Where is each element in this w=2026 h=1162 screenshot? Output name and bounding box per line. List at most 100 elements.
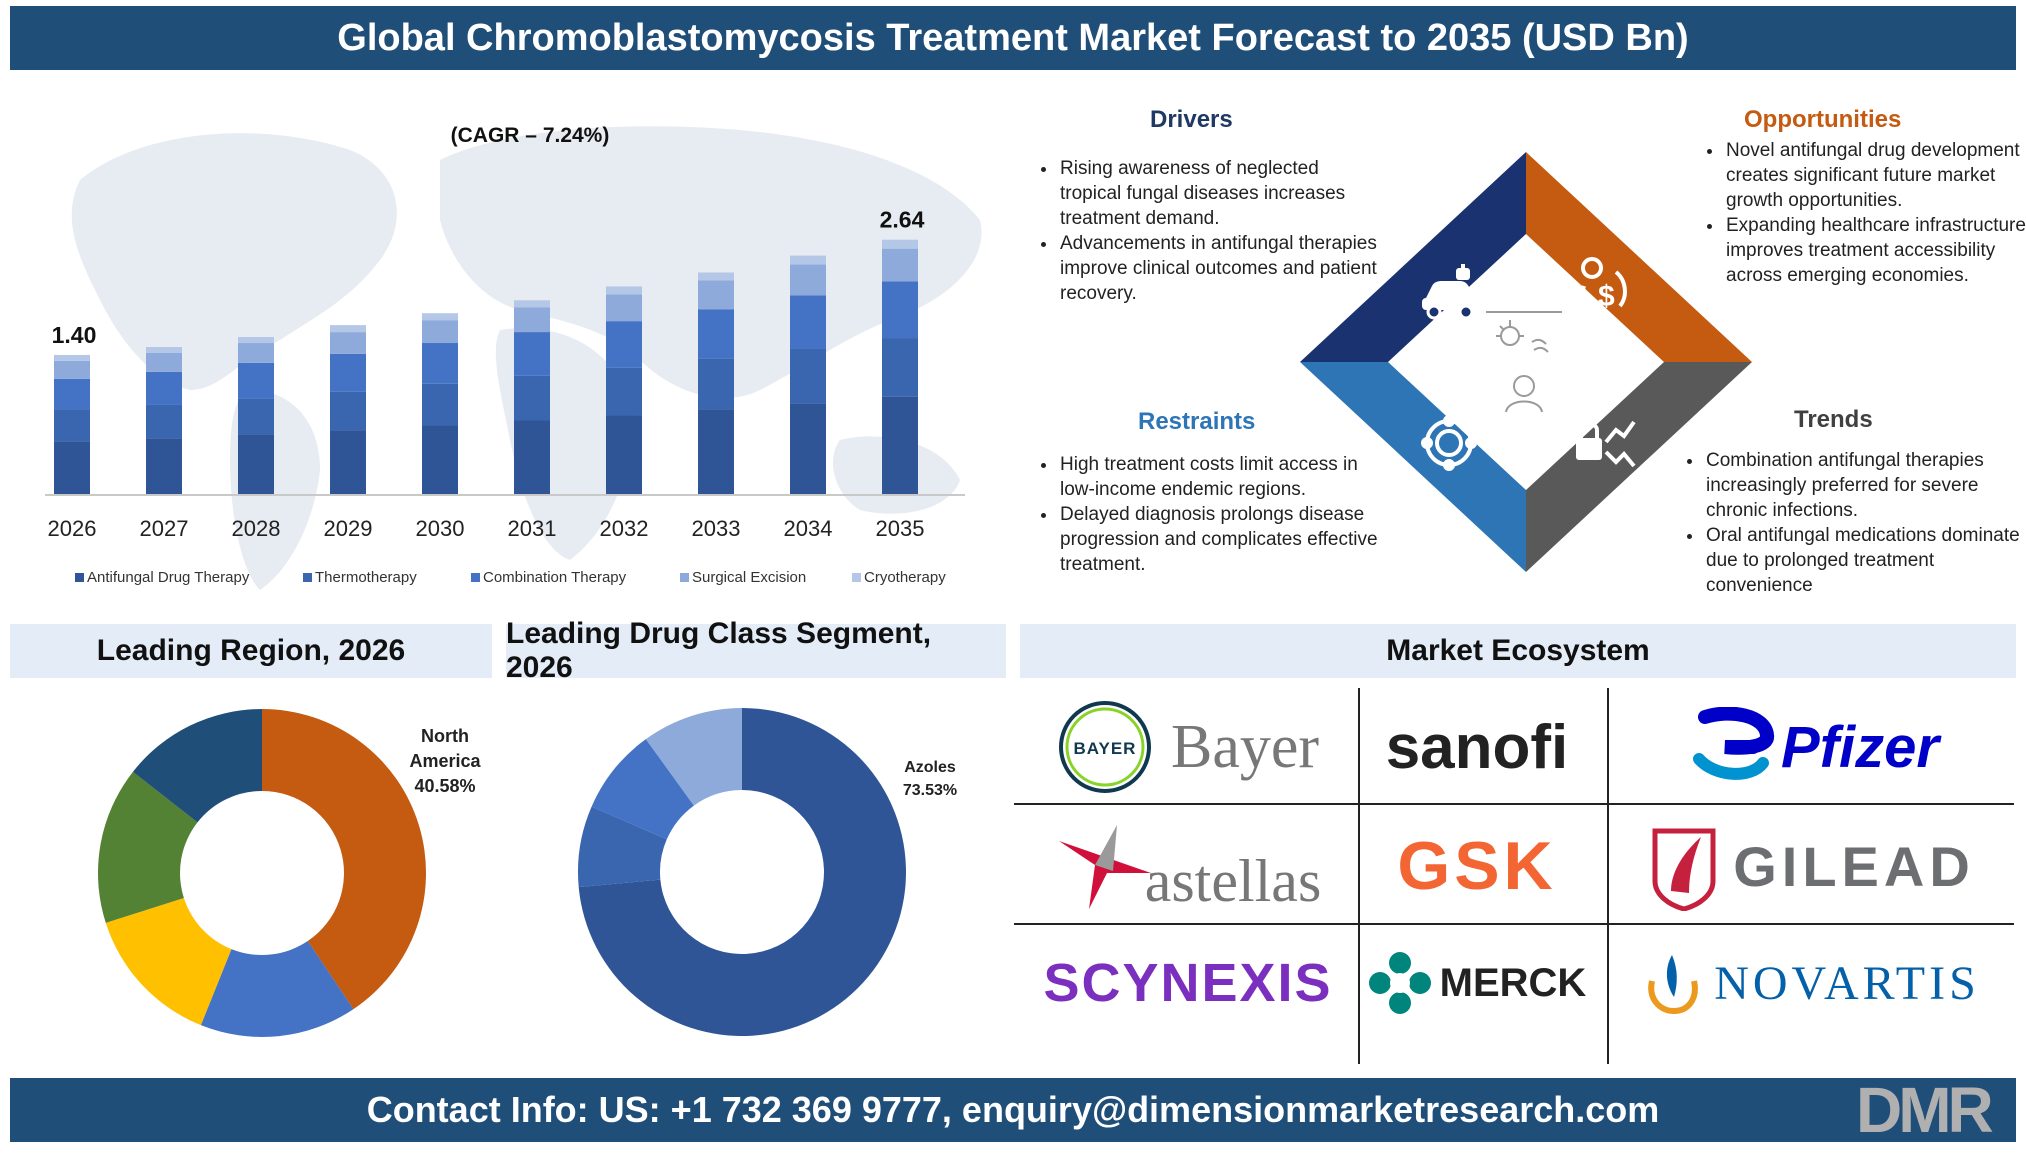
bar-segment-2 (54, 409, 90, 442)
trends-list: Combination antifungal therapies increas… (1676, 448, 2026, 598)
bar-segment-5 (54, 354, 90, 361)
gsk-logo: GSK (1362, 808, 1592, 924)
trends-title: Trends (1794, 406, 1873, 433)
legend-swatch (303, 573, 312, 582)
novartis-logo: NOVARTIS (1612, 928, 2012, 1038)
bar-segment-1 (330, 430, 366, 494)
contact-footer: Contact Info: US: +1 732 369 9777, enqui… (10, 1078, 2016, 1142)
bar-segment-1 (790, 403, 826, 494)
bar-segment-5 (698, 272, 734, 281)
region-label-line1: North (421, 726, 469, 746)
merck-wordmark: MERCK (1439, 960, 1587, 1005)
bar-segment-4 (330, 332, 366, 354)
ecosystem-grid-lines (1014, 688, 2014, 1064)
bayer-logo: BAYER Bayer (1020, 692, 1356, 802)
donut-slice-1 (578, 708, 906, 1036)
x-tick-label: 2027 (140, 516, 189, 541)
drug-class-label-name: Azoles (904, 759, 956, 776)
region-donut-chart (98, 709, 426, 1037)
bar-segment-1 (514, 420, 550, 494)
bar-segment-4 (514, 307, 550, 333)
dollar-cycle-icon: $ (1580, 257, 1627, 316)
x-tick-label: 2028 (232, 516, 281, 541)
gilead-logo: GILEAD (1612, 808, 2012, 924)
svg-text:$: $ (1598, 280, 1615, 313)
bar-segment-1 (54, 441, 90, 494)
region-section-title: Leading Region, 2026 (10, 624, 492, 678)
market-dynamics-diamond: $ (1300, 152, 1752, 572)
bar-segment-4 (882, 248, 918, 282)
donut-slice-2 (578, 806, 667, 888)
drug-class-label-value: 73.53% (902, 782, 958, 799)
bar-segment-1 (422, 425, 458, 494)
legend-label: Surgical Excision (692, 569, 806, 586)
bar-segment-3 (54, 378, 90, 410)
legend-item: Combination Therapy (471, 569, 627, 586)
bar-segment-4 (422, 320, 458, 344)
bar-segment-4 (698, 280, 734, 310)
sanofi-wordmark: sanofi (1385, 712, 1569, 782)
restraints-item: Delayed diagnosis prolongs disease progr… (1058, 502, 1378, 577)
lock-trend-icon (1576, 420, 1636, 468)
scynexis-wordmark: SCYNEXIS (1043, 953, 1333, 1013)
merck-logo: MERCK (1362, 928, 1592, 1038)
x-tick-label: 2026 (48, 516, 97, 541)
astellas-logo: astellas (1020, 808, 1356, 924)
scientist-icon (1486, 311, 1562, 413)
bayer-wordmark: Bayer (1170, 712, 1320, 781)
donut-slice-1 (262, 709, 426, 1010)
bar-segment-3 (238, 362, 274, 399)
bar-segment-5 (514, 300, 550, 308)
bar-segment-2 (882, 338, 918, 397)
bar-total-label: 1.40 (52, 322, 97, 348)
bar-segment-3 (422, 343, 458, 384)
diamond-quadrant-opportunities (1526, 152, 1752, 362)
x-tick-label: 2034 (784, 516, 833, 541)
bar-segment-1 (698, 409, 734, 494)
dmr-logo: DMR (1856, 1074, 1994, 1146)
bar-segment-1 (146, 438, 182, 494)
pfizer-mark-icon (1693, 707, 1774, 780)
region-label-value: 40.58% (414, 776, 476, 796)
bar-segment-4 (146, 352, 182, 372)
donut-slice-4 (98, 771, 198, 923)
donut-slice-3 (105, 897, 232, 1026)
bar-segment-5 (238, 337, 274, 344)
bar-segment-2 (790, 348, 826, 404)
scynexis-logo: SCYNEXIS (1020, 928, 1356, 1038)
legend-swatch (680, 573, 689, 582)
world-map-background (71, 126, 982, 590)
diamond-quadrant-drivers (1300, 152, 1526, 362)
legend-label: Antifungal Drug Therapy (87, 569, 250, 586)
x-tick-label: 2029 (324, 516, 373, 541)
legend-swatch (852, 573, 861, 582)
bar-segment-2 (698, 358, 734, 410)
opportunities-list: Novel antifungal drug development create… (1696, 138, 2026, 288)
bar-segment-2 (146, 404, 182, 439)
page-title: Global Chromoblastomycosis Treatment Mar… (10, 6, 2016, 70)
novartis-flame-icon (1648, 955, 1699, 1015)
donut-slice-2 (200, 941, 354, 1037)
region-donut-slices (98, 709, 426, 1037)
bar-segment-2 (330, 391, 366, 431)
x-tick-labels: 2026 2027 2028 2029 2030 2031 2032 2033 2034 2035 (48, 516, 925, 541)
region-label-line2: America (409, 751, 481, 771)
contact-info: Contact Info: US: +1 732 369 9777, enqui… (366, 1089, 1660, 1130)
bar-segment-2 (606, 367, 642, 416)
drivers-list: Rising awareness of neglected tropical f… (1030, 156, 1378, 306)
donut-slice-3 (591, 739, 694, 840)
drug-class-section-title: Leading Drug Class Segment, 2026 (506, 617, 1006, 684)
drivers-item: Rising awareness of neglected tropical f… (1058, 156, 1378, 231)
legend-swatch (75, 573, 84, 582)
legend-swatch (471, 573, 480, 582)
bar-segment-3 (514, 332, 550, 376)
legend-label: Cryotherapy (864, 569, 946, 586)
bar-segment-1 (238, 434, 274, 494)
pfizer-wordmark: Pfizer (1781, 714, 1939, 780)
trends-item: Combination antifungal therapies increas… (1704, 448, 2026, 523)
drivers-title: Drivers (1150, 106, 1233, 133)
gsk-wordmark: GSK (1397, 828, 1557, 904)
diamond-quadrant-restraints (1300, 362, 1526, 572)
virus-icon (1421, 415, 1477, 471)
x-tick-label: 2030 (416, 516, 465, 541)
